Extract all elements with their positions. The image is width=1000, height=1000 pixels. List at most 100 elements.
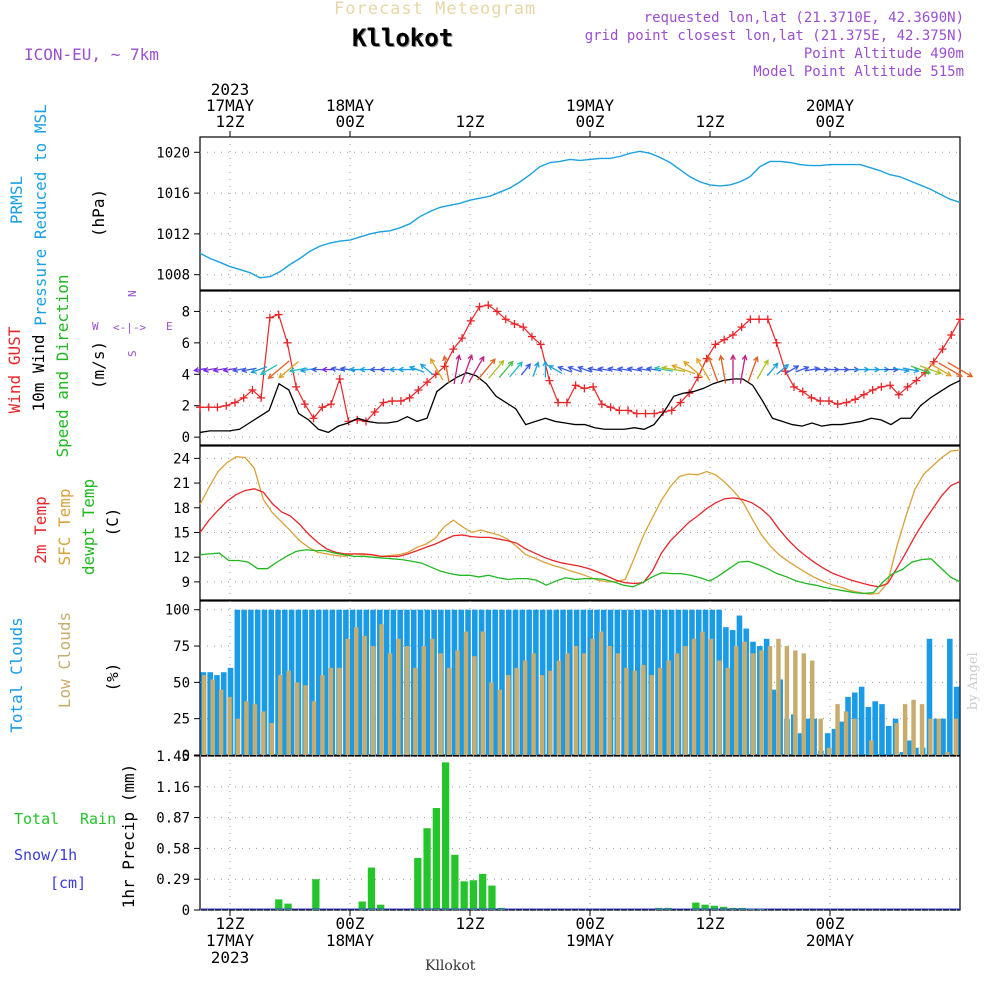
low-cloud-bar: [506, 675, 511, 755]
wind-arrow: [696, 358, 711, 381]
gust-point: [877, 382, 886, 391]
wind-arrow: [776, 364, 789, 375]
y-tick-label: 1.45: [156, 749, 190, 765]
rain-bar: [367, 867, 376, 910]
wind-arrow: [608, 367, 621, 372]
gust-point: [763, 315, 772, 324]
total-cloud-bar: [560, 609, 566, 755]
rain-bar: [441, 762, 450, 910]
y-tick-label: 0.87: [156, 811, 190, 827]
wind-arrow-head: [616, 366, 624, 373]
low-cloud-bar: [455, 650, 460, 755]
total-cloud-bar: [770, 689, 777, 755]
gust-point: [571, 381, 580, 390]
snow-unit-label: [cm]: [50, 874, 86, 892]
wind-arrow: [892, 367, 909, 372]
gust-point: [327, 400, 336, 409]
gust-point: [650, 409, 659, 418]
bottom-time-label: 00Z: [576, 914, 605, 933]
low-cloud-bar: [953, 718, 958, 755]
wind-arrow-head: [231, 367, 239, 373]
low-cloud-bar: [337, 667, 342, 755]
gust-point: [414, 386, 423, 394]
total-cloud-bar: [668, 609, 675, 755]
wind-arrow-head: [645, 366, 653, 372]
rain-label: Rain: [80, 810, 116, 828]
top-time-label: 12Z: [216, 112, 245, 131]
gust-point: [562, 398, 571, 407]
y-tick-label: 8: [182, 304, 190, 320]
wind-arrow-head: [753, 355, 759, 363]
total-cloud-bar: [390, 609, 397, 755]
rain-bar: [692, 902, 700, 910]
wind-arrow-head: [310, 366, 317, 373]
wind-arrow-head: [250, 368, 257, 374]
wind-arrow-head: [542, 360, 549, 367]
wind-arrow-head: [653, 365, 660, 372]
total-cloud-bar: [417, 609, 424, 755]
low-cloud-bar: [624, 667, 629, 755]
low-cloud-bar: [278, 675, 283, 755]
low-cloud-bar: [869, 740, 874, 755]
wind-axis-label: 10m Wind: [29, 334, 48, 411]
low-cloud-bar: [320, 675, 325, 755]
gust-point: [667, 406, 676, 415]
low-cloud-bar: [759, 650, 764, 755]
total-cloud-bar: [600, 609, 607, 755]
low-cloud-bar: [700, 631, 705, 755]
gust-point: [956, 315, 964, 324]
wind-arrow: [578, 366, 592, 373]
total-cloud-bar: [315, 609, 322, 755]
gust-point: [265, 313, 274, 322]
wind-arrow: [766, 363, 779, 377]
total-cloud-bar: [858, 686, 865, 755]
gust-point: [868, 386, 877, 394]
total-cloud-bar: [322, 609, 329, 755]
total-cloud-bar: [879, 704, 885, 755]
wind-arrow-head: [730, 353, 736, 361]
total-cloud-bar: [940, 718, 946, 755]
wind-arrow-head: [408, 365, 416, 372]
low-cloud-bar: [818, 718, 823, 755]
low-cloud-bar: [658, 667, 663, 755]
dewpt-series-line: [199, 549, 961, 595]
gust-point: [824, 397, 833, 405]
y-tick-label: 0.29: [156, 872, 190, 888]
wind-arrow: [919, 365, 942, 375]
gust-point: [423, 378, 432, 387]
low-cloud-bar: [565, 653, 570, 755]
low-cloud-bar: [531, 653, 536, 755]
total-cloud-bar: [207, 672, 213, 755]
rain-bar: [423, 828, 431, 910]
wind-arrow-head: [763, 359, 769, 366]
gust-point: [274, 310, 283, 319]
gust-point: [798, 387, 807, 396]
bottom-time-label: 20MAY: [806, 931, 855, 950]
low-cloud-bar: [911, 699, 916, 755]
wind-arrow-head: [321, 366, 328, 373]
temp-unit-label: (C): [103, 508, 122, 537]
wind-arrow: [453, 355, 460, 384]
total-cloud-bar: [885, 725, 892, 755]
wind-arrow-head: [741, 354, 748, 361]
total-cloud-bar: [824, 733, 831, 755]
low-cloud-bar: [387, 653, 393, 755]
total-cloud-bar: [241, 609, 247, 755]
wind-arrow-head: [348, 366, 355, 373]
wind-arrow: [795, 366, 809, 373]
temp2m-axis-label: 2m Temp: [31, 496, 50, 563]
low-cloud-bar: [641, 664, 646, 755]
rain-bar: [488, 885, 496, 910]
total-cloud-bar: [621, 609, 627, 755]
low-cloud-bar: [742, 641, 747, 755]
gust-point: [693, 373, 702, 382]
gust-point: [257, 393, 266, 402]
low-cloud-bar: [396, 638, 401, 755]
top-time-label: 00Z: [336, 112, 365, 131]
wind-arrow: [598, 367, 611, 372]
low-cloud-bar: [852, 718, 857, 755]
wind-arrow: [929, 362, 952, 377]
wind-arrow: [720, 355, 727, 384]
wind-arrow-head: [299, 367, 306, 374]
panel-frame: [199, 755, 961, 911]
